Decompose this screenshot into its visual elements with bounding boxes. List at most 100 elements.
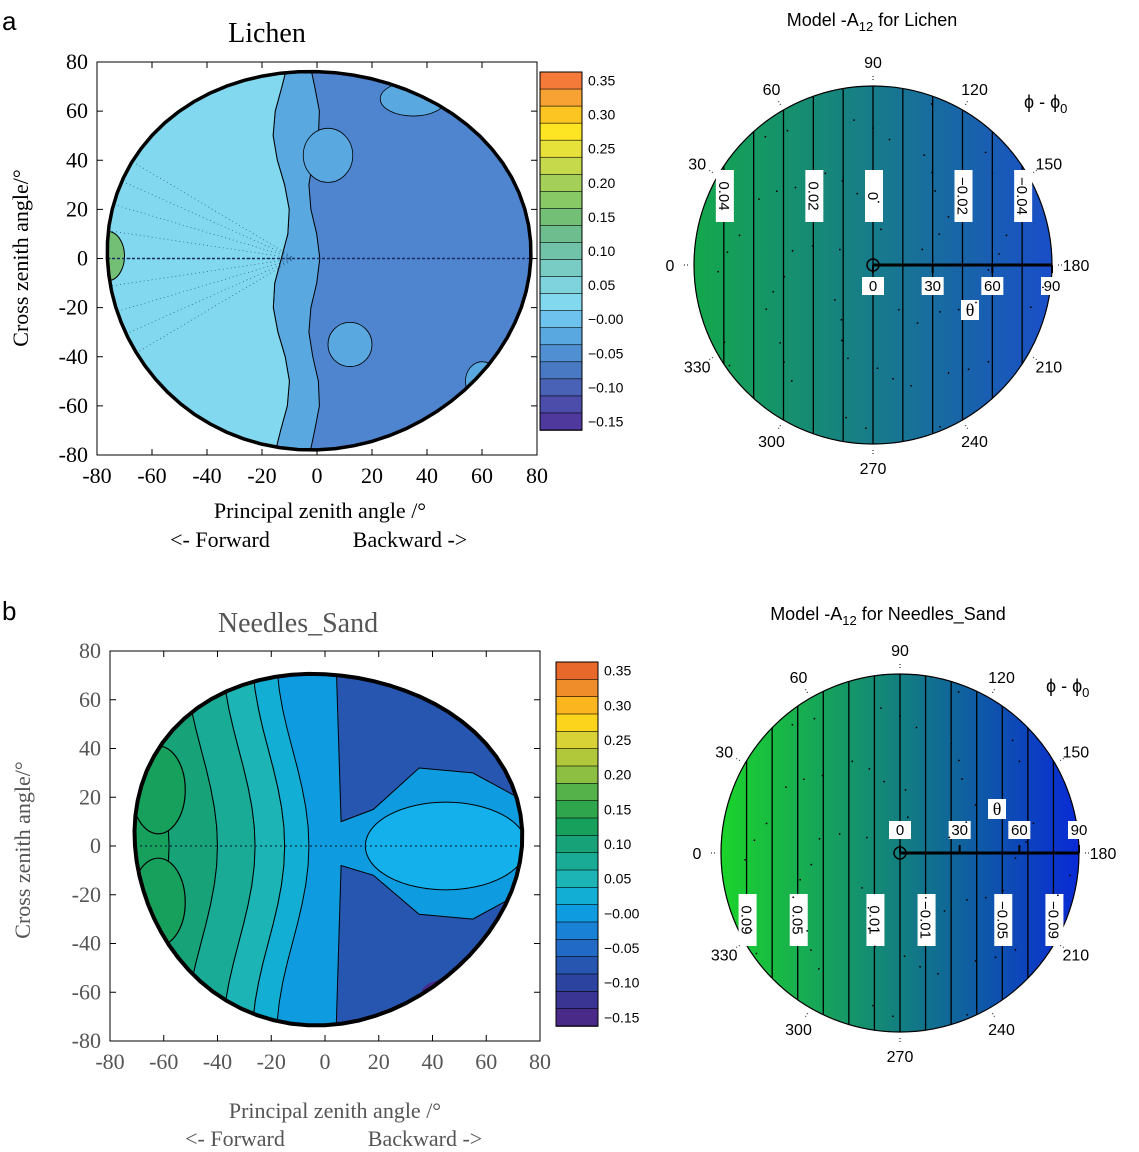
contour-label-box [865, 170, 883, 222]
azimuth-tick-label: 330 [711, 948, 738, 965]
azimuth-tick [777, 424, 781, 431]
sample-dot [791, 723, 794, 726]
axes: -80 -60 -40 -20 0 20 40 60 80806040200-20-40-60-… [72, 638, 551, 1074]
contour-label-box [1045, 894, 1064, 946]
contour-label-text: −0.02 [954, 177, 971, 215]
colorbar-tick-label: 0.30 [604, 697, 631, 713]
sample-dot [834, 299, 836, 301]
x-axis-sublabel-backward: Backward -> [368, 1126, 482, 1151]
x-axis-sublabel-forward: <- Forward [185, 1126, 285, 1151]
y-tick-label: 80 [66, 49, 88, 74]
sample-ray [107, 258, 296, 348]
colorbar-tick-label: 0.20 [604, 767, 631, 783]
sample-dot [802, 778, 805, 781]
x-tick-label: 0 [312, 463, 323, 488]
chart-title: Needles_Sand [218, 608, 378, 639]
x-tick-label: 20 [361, 463, 383, 488]
colorbar-frame [539, 71, 583, 431]
polar-overlay: 0.09 0.05 0.01 −0.01 −0.05 −0.09 0 30 60 90 120 150… [693, 643, 1117, 1066]
colorbar-swatch [539, 225, 583, 244]
lichen-heatmap-chart: Lichen -80 -60 -40 -20 0 20 40 60 80 80 60 40 20 0 -20… [8, 18, 624, 552]
azimuth-tick-label: 30 [715, 745, 733, 762]
sample-dot [961, 778, 964, 780]
sample-dot [991, 172, 994, 175]
sample-dot [775, 190, 778, 193]
x-tick-label: -40 [192, 463, 221, 488]
colorbar-tick-label: 0.25 [604, 732, 631, 748]
sample-dot [921, 248, 924, 251]
azimuth-tick [965, 99, 969, 106]
sample-dot [851, 760, 854, 763]
contour-label-text: 0.05 [789, 905, 806, 934]
contour-label-text: 0.04 [715, 181, 732, 210]
radial-tick-label: 30 [951, 822, 968, 839]
y-tick-label: 60 [66, 98, 88, 123]
sample-dot [1069, 874, 1071, 877]
x-tick-label: 80 [529, 1049, 551, 1074]
sample-dot [783, 275, 786, 278]
sample-dot [876, 367, 879, 370]
sample-dot [786, 129, 789, 132]
sample-ray [107, 169, 296, 259]
sample-dot [738, 234, 741, 237]
colorbar-swatch [555, 696, 599, 715]
contour-label: 0.02 [804, 170, 824, 222]
sample-dot [987, 360, 990, 363]
colorbar-swatch [555, 835, 599, 854]
azimuth-tick-label: 180 [1090, 846, 1117, 863]
colorbar-swatch [539, 395, 583, 414]
sample-dot [967, 368, 970, 371]
y-tick-label: -80 [59, 442, 88, 467]
sample-dot [810, 949, 812, 952]
sample-dot [1002, 889, 1004, 892]
y-tick-label: 20 [79, 784, 101, 809]
radial-tick-box [1041, 277, 1063, 295]
colorbar-tick-label: 0.35 [588, 73, 615, 89]
contour-label-text: 0.01 [865, 905, 882, 934]
azimuth-tick-label: 30 [688, 157, 706, 174]
azimuth-tick [1059, 757, 1066, 761]
colorbar-swatch [539, 276, 583, 295]
x-tick-label: 80 [526, 463, 548, 488]
contour-label-box [994, 894, 1013, 946]
sample-dot [939, 310, 941, 313]
contour-label-box [805, 170, 824, 222]
sample-dot [791, 249, 794, 252]
x-tick-label: -60 [137, 463, 166, 488]
azimuth-tick [734, 757, 741, 761]
sample-dot [765, 308, 768, 311]
colorbar-tick-label: 0.35 [604, 663, 631, 679]
colorbar-swatch [539, 173, 583, 193]
x-tick-label: -80 [95, 1049, 124, 1074]
title-main: Model -A [770, 604, 842, 624]
sample-dot [818, 837, 821, 840]
lichen-contour-fill [107, 71, 531, 450]
contour-label-box [738, 894, 757, 946]
sample-dot [904, 789, 907, 791]
azimuth-tick [1059, 945, 1066, 949]
sample-dot [930, 103, 933, 105]
title-tail: for Needles_Sand [857, 604, 1006, 625]
sample-dot [1014, 857, 1017, 859]
sample-dot [966, 898, 968, 901]
contour-label-text: −0.09 [1044, 901, 1061, 939]
colorbar-tick-label: −0.00 [604, 905, 640, 921]
sample-dot [880, 707, 882, 709]
sample-dot [817, 968, 820, 970]
sample-dot [811, 245, 814, 247]
title-subscript: 12 [859, 19, 873, 34]
contour-label-box [917, 894, 936, 946]
contour-label-box [866, 894, 885, 946]
y-tick-label: -40 [72, 931, 101, 956]
sample-dot [728, 364, 731, 367]
sample-dot [943, 910, 946, 912]
sample-dot [930, 171, 933, 174]
colorbar-swatch [555, 731, 599, 750]
azimuth-tick-label: 60 [790, 670, 808, 687]
contour-label: 0 [864, 170, 883, 222]
azimuth-tick-label: 330 [684, 360, 711, 377]
contour-label-text: 0.09 [738, 905, 755, 934]
sample-dot [923, 154, 926, 157]
colorbar-tick-label: 0.15 [604, 801, 631, 817]
domain-outline [105, 69, 533, 452]
